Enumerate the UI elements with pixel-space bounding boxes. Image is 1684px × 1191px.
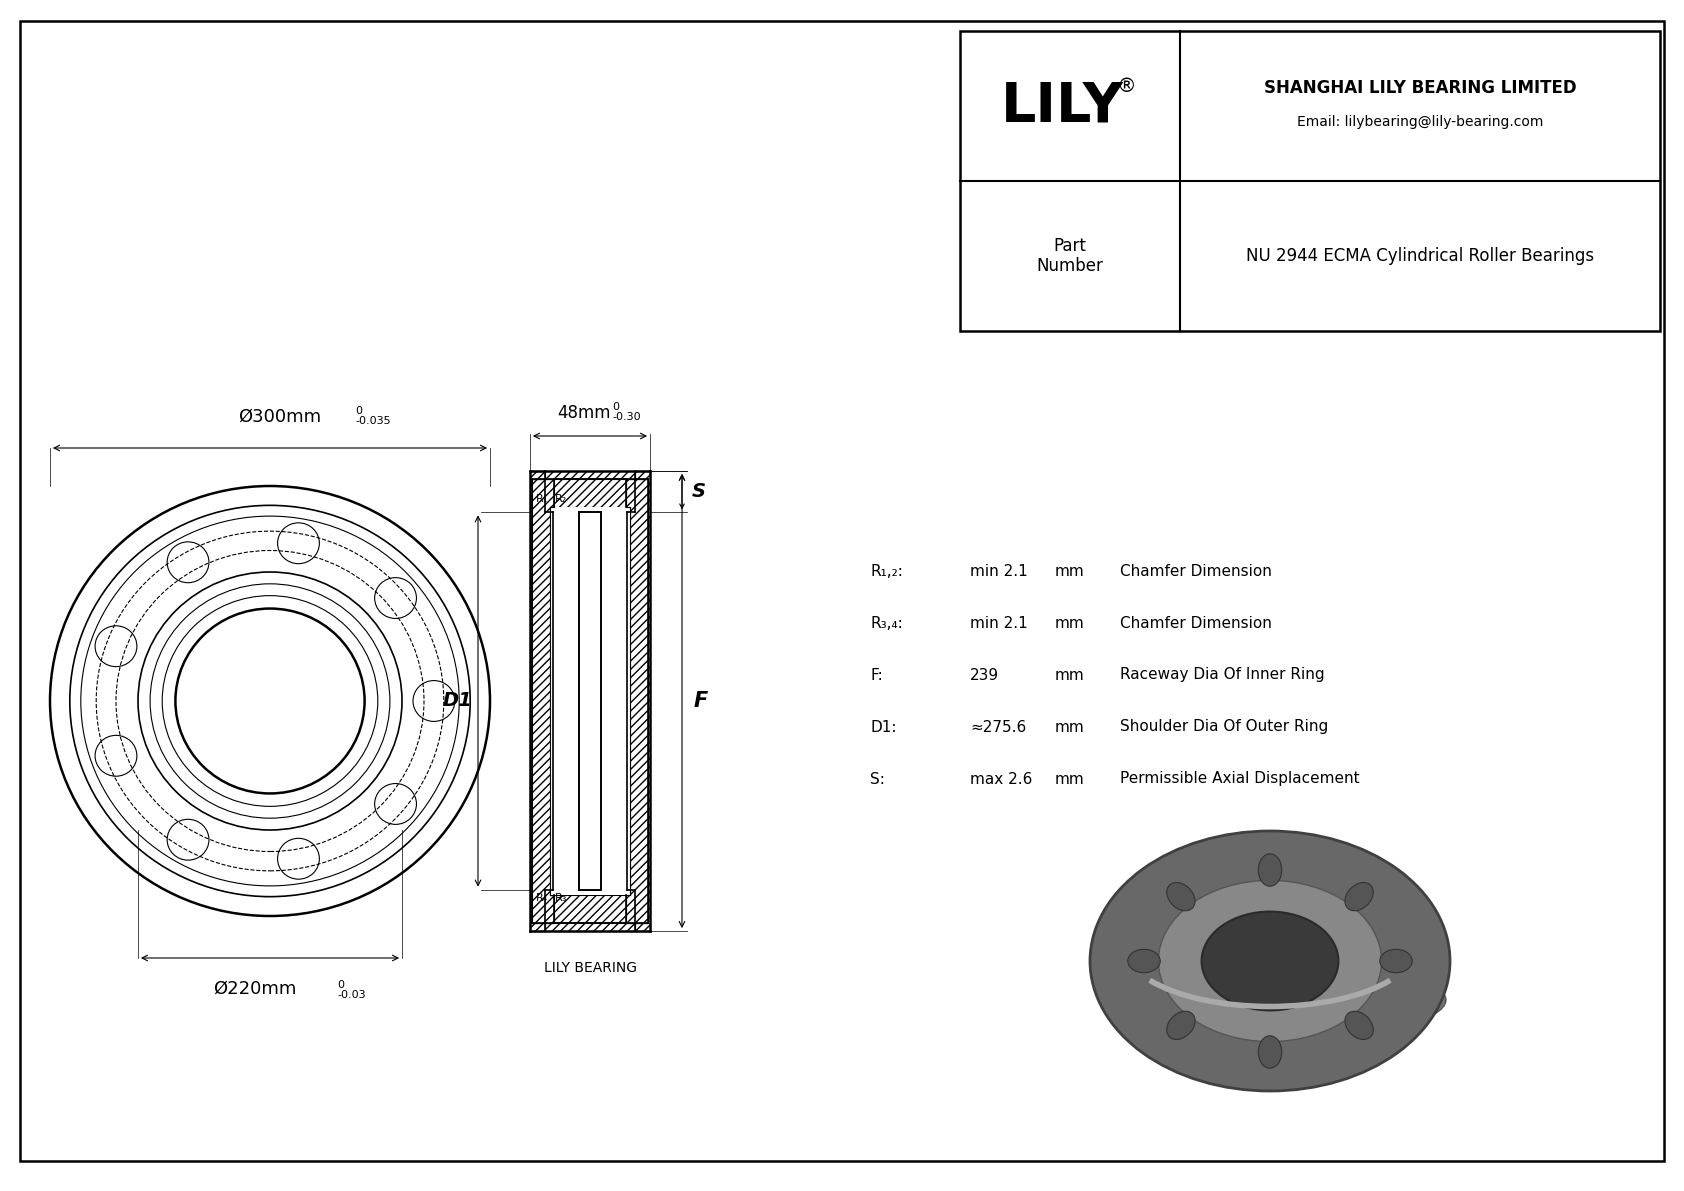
Text: Chamfer Dimension: Chamfer Dimension (1120, 616, 1271, 630)
Polygon shape (530, 470, 552, 931)
Bar (525, 466, 655, 936)
Text: mm: mm (1054, 667, 1084, 682)
Bar (551, 507, 630, 894)
Text: Raceway Dia Of Inner Ring: Raceway Dia Of Inner Ring (1120, 667, 1325, 682)
Text: R₁,₂:: R₁,₂: (871, 563, 903, 579)
Text: -0.03: -0.03 (337, 990, 365, 1000)
Bar (579, 512, 601, 890)
Text: Chamfer Dimension: Chamfer Dimension (1120, 563, 1271, 579)
Text: min 2.1: min 2.1 (970, 616, 1027, 630)
Ellipse shape (1105, 961, 1447, 1039)
Text: D1: D1 (443, 692, 472, 711)
Polygon shape (626, 479, 648, 923)
Ellipse shape (1090, 831, 1450, 1091)
Text: -0.30: -0.30 (611, 412, 640, 422)
Text: 239: 239 (970, 667, 999, 682)
Text: Ø220mm: Ø220mm (214, 980, 296, 998)
Text: D1:: D1: (871, 719, 896, 735)
Text: Part
Number: Part Number (1037, 237, 1103, 275)
Text: mm: mm (1054, 563, 1084, 579)
Ellipse shape (1167, 1011, 1196, 1040)
Polygon shape (626, 470, 650, 931)
Ellipse shape (1346, 883, 1372, 911)
Ellipse shape (1258, 854, 1282, 886)
Text: F:: F: (871, 667, 882, 682)
Ellipse shape (1379, 949, 1413, 973)
Text: R₃,₄:: R₃,₄: (871, 616, 903, 630)
Text: 0: 0 (355, 406, 362, 416)
Text: Email: lilybearing@lily-bearing.com: Email: lilybearing@lily-bearing.com (1297, 116, 1543, 129)
Text: Shoulder Dia Of Outer Ring: Shoulder Dia Of Outer Ring (1120, 719, 1329, 735)
Text: R₁: R₁ (536, 494, 547, 505)
Text: mm: mm (1054, 616, 1084, 630)
Text: 0: 0 (611, 403, 620, 412)
Polygon shape (530, 890, 650, 931)
Ellipse shape (1159, 880, 1381, 1042)
Text: -0.035: -0.035 (355, 416, 391, 426)
Text: NU 2944 ECMA Cylindrical Roller Bearings: NU 2944 ECMA Cylindrical Roller Bearings (1246, 247, 1595, 266)
Text: LILY BEARING: LILY BEARING (544, 961, 637, 975)
Text: S:: S: (871, 772, 884, 786)
Text: min 2.1: min 2.1 (970, 563, 1027, 579)
Polygon shape (530, 470, 650, 512)
Ellipse shape (1202, 911, 1339, 1010)
Text: ®: ® (1116, 76, 1135, 95)
Text: max 2.6: max 2.6 (970, 772, 1032, 786)
Text: F: F (694, 691, 709, 711)
Text: Ø300mm: Ø300mm (239, 409, 322, 426)
Text: R₃: R₃ (556, 892, 568, 903)
Text: 48mm: 48mm (557, 404, 611, 422)
Text: LILY: LILY (1000, 79, 1123, 133)
Text: ≈275.6: ≈275.6 (970, 719, 1026, 735)
Text: mm: mm (1054, 719, 1084, 735)
Text: S: S (692, 482, 706, 501)
Ellipse shape (1258, 1036, 1282, 1068)
Polygon shape (532, 479, 648, 507)
Text: R₂: R₂ (556, 494, 568, 505)
Polygon shape (532, 479, 554, 923)
Text: mm: mm (1054, 772, 1084, 786)
Polygon shape (532, 894, 648, 923)
Ellipse shape (1167, 883, 1196, 911)
Text: R₄: R₄ (536, 892, 547, 903)
Text: 0: 0 (337, 980, 344, 990)
Text: SHANGHAI LILY BEARING LIMITED: SHANGHAI LILY BEARING LIMITED (1263, 79, 1576, 96)
Bar (960, 31, 1660, 331)
Ellipse shape (1128, 949, 1160, 973)
Ellipse shape (1346, 1011, 1372, 1040)
Text: Permissible Axial Displacement: Permissible Axial Displacement (1120, 772, 1359, 786)
